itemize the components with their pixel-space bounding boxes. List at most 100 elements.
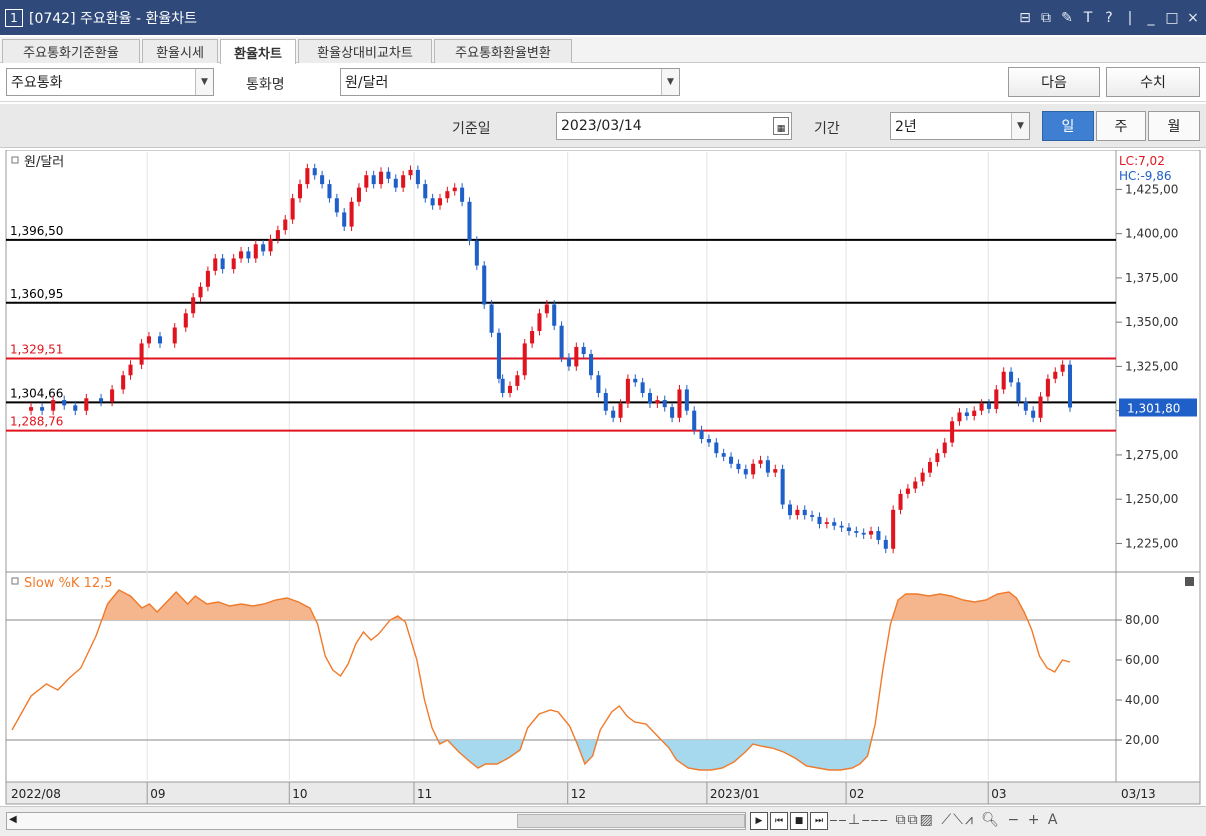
candle-body xyxy=(445,191,450,199)
candle-body xyxy=(787,504,793,516)
candle-body xyxy=(84,398,89,411)
window-number-badge: 1 xyxy=(5,8,23,27)
minimize-icon[interactable]: _ xyxy=(1147,9,1155,26)
candle-body xyxy=(662,400,667,408)
tab-rate-chart[interactable]: 환율차트 xyxy=(220,39,296,64)
last-icon[interactable]: ⏭ xyxy=(810,812,828,830)
overbought-fill xyxy=(891,592,1028,620)
period-day-button[interactable]: 일 xyxy=(1042,111,1094,141)
zoom-in-icon[interactable]: + xyxy=(1027,812,1042,828)
period-week-button[interactable]: 주 xyxy=(1096,111,1146,141)
candle-body xyxy=(854,531,859,533)
next-button[interactable]: 다음 xyxy=(1008,67,1100,97)
play-icon[interactable]: ▶ xyxy=(750,812,768,830)
period-month-button[interactable]: 월 xyxy=(1148,111,1200,141)
candle-body xyxy=(489,304,494,333)
hc-label: HC:-9,86 xyxy=(1119,169,1172,183)
y-tick-label: 1,375,00 xyxy=(1125,271,1178,285)
candle-body xyxy=(496,332,501,379)
candle-body xyxy=(246,251,251,259)
candle-body xyxy=(320,175,325,185)
tab-major-currency-rates[interactable]: 주요통화기준환율 xyxy=(2,39,140,63)
auto-scale-icon[interactable]: A xyxy=(1047,812,1060,828)
zoom-slider-icon[interactable]: ⎯⎯⊥⎯⎯⎯ xyxy=(830,812,890,828)
trendline-tools-icon[interactable]: ⟋⟍⩘ xyxy=(941,812,975,828)
candle-body xyxy=(706,439,711,443)
y-tick-label: 1,325,00 xyxy=(1125,359,1178,373)
candle-body xyxy=(51,400,56,411)
drawing-tools[interactable]: ⎯⎯⊥⎯⎯⎯ ⧉⧉▨ ⟋⟍⩘ 🔍︎ − + A xyxy=(830,812,1059,828)
x-tick-label: 03/13 xyxy=(1121,787,1156,801)
candle-body xyxy=(566,357,571,367)
magnifier-icon[interactable]: 🔍︎ xyxy=(981,812,1002,828)
date-input[interactable]: 2023/03/14 ▦ xyxy=(556,112,792,140)
values-button[interactable]: 수치 xyxy=(1106,67,1200,97)
candle-body xyxy=(950,421,955,443)
candle-body xyxy=(618,403,623,418)
candle-body xyxy=(530,331,535,344)
period-label: 기간 xyxy=(814,121,840,137)
maximize-icon[interactable]: □ xyxy=(1165,9,1179,26)
candle-body xyxy=(810,515,815,517)
calendar-icon[interactable]: ▦ xyxy=(773,117,789,135)
scroll-thumb[interactable] xyxy=(517,814,745,828)
candle-body xyxy=(986,403,991,409)
period-select[interactable]: 2년 ▼ xyxy=(890,112,1030,140)
first-icon[interactable]: ⏮ xyxy=(770,812,788,830)
candle-body xyxy=(861,532,866,535)
x-tick-label: 11 xyxy=(417,787,432,801)
bottom-toolbar: ◀ ▶ ⏮ ■ ⏭ ⎯⎯⊥⎯⎯⎯ ⧉⧉▨ ⟋⟍⩘ 🔍︎ − + A xyxy=(0,806,1206,836)
candle-body xyxy=(128,364,133,376)
chevron-down-icon[interactable]: ▼ xyxy=(1011,113,1029,139)
category-select[interactable]: 주요통화 ▼ xyxy=(6,68,214,96)
candle-body xyxy=(972,410,977,416)
candle-body xyxy=(220,258,225,270)
close-icon[interactable]: × xyxy=(1187,9,1199,26)
indicator-y-tick-label: 60,00 xyxy=(1125,653,1159,667)
tab-rate-quotes[interactable]: 환율시세 xyxy=(142,39,218,63)
candle-body xyxy=(633,378,638,383)
x-tick-label: 12 xyxy=(571,787,586,801)
stop-icon[interactable]: ■ xyxy=(790,812,808,830)
candle-body xyxy=(1067,364,1073,408)
y-tick-label: 1,425,00 xyxy=(1125,182,1178,196)
chevron-down-icon[interactable]: ▼ xyxy=(195,69,213,95)
candle-body xyxy=(191,297,196,314)
candle-body xyxy=(692,410,697,431)
layout-icon[interactable]: ⊟ xyxy=(1019,9,1031,26)
exchange-rate-chart[interactable]: 1,396,50 1,360,95 1,329,51 1,304,66 1,288,76… xyxy=(0,150,1206,806)
date-input-value: 2023/03/14 xyxy=(561,118,642,134)
copy-window-icon[interactable]: ⧉ xyxy=(1041,9,1051,26)
candle-body xyxy=(342,212,347,227)
chevron-down-icon[interactable]: ▼ xyxy=(661,69,679,95)
window-title: [0742] 주요환율 - 환율차트 xyxy=(29,10,197,27)
candle-body xyxy=(876,531,881,540)
indicator-close-icon[interactable] xyxy=(1185,577,1194,586)
candle-body xyxy=(283,219,288,231)
reference-line-label: 1,329,51 xyxy=(10,342,63,356)
scroll-left-icon[interactable]: ◀ xyxy=(9,814,17,825)
candle-body xyxy=(957,412,962,422)
candle-body xyxy=(537,313,542,332)
candle-body xyxy=(231,258,236,270)
chart-scrollbar[interactable]: ◀ xyxy=(6,812,746,830)
candle-body xyxy=(846,527,851,532)
tab-currency-converter[interactable]: 주요통화환율변환 xyxy=(434,39,572,63)
candle-body xyxy=(625,378,630,404)
candle-body xyxy=(824,522,829,524)
indicator-title: Slow %K 12,5 xyxy=(24,576,113,591)
currency-label: 통화명 xyxy=(246,77,285,93)
help-icon[interactable]: ? xyxy=(1105,9,1113,26)
y-tick-label: 1,250,00 xyxy=(1125,492,1178,506)
candle-body xyxy=(401,175,406,188)
date-label: 기준일 xyxy=(452,121,491,137)
x-tick-label: 2022/08 xyxy=(11,787,61,801)
zoom-out-icon[interactable]: − xyxy=(1007,812,1022,828)
font-icon[interactable]: T xyxy=(1083,9,1093,26)
currency-select[interactable]: 원/달러 ▼ xyxy=(340,68,680,96)
indicator-panel-marker-icon xyxy=(11,577,19,585)
edit-icon[interactable]: ✎ xyxy=(1061,9,1073,26)
layout-tools-icon[interactable]: ⧉⧉▨ xyxy=(895,812,935,828)
candle-body xyxy=(721,453,726,457)
tab-relative-compare-chart[interactable]: 환율상대비교차트 xyxy=(298,39,432,63)
